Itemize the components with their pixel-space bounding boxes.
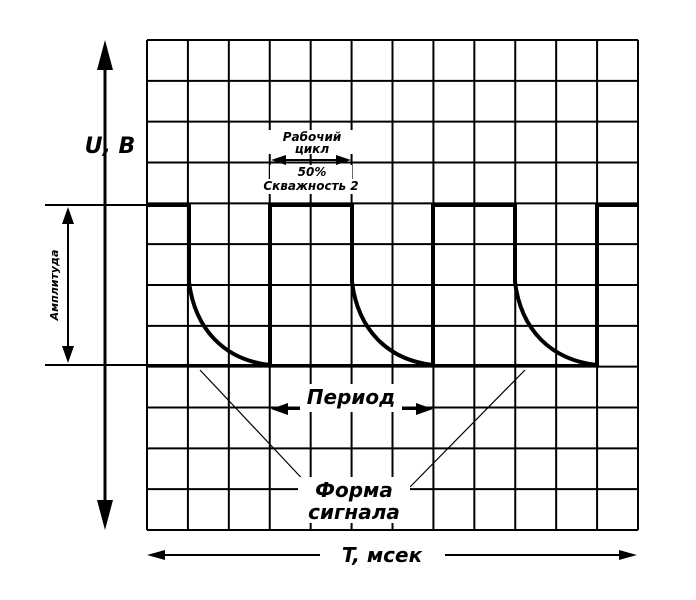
- callout-line-left: [199, 369, 311, 488]
- duty-label-bg: [266, 130, 362, 154]
- arrow-down-icon: [97, 500, 113, 530]
- amplitude-arrow: [62, 207, 74, 363]
- time-axis-label: T, мсек: [342, 543, 423, 567]
- voltage-axis-label: U, B: [85, 134, 136, 159]
- duty-cycle-label-line3: 50%: [298, 165, 327, 179]
- time-label-bg: [320, 543, 444, 569]
- arrow-left-icon: [147, 550, 165, 560]
- waveform-label-line1: Форма: [315, 478, 393, 502]
- duty-cycle-arrow: [271, 155, 351, 165]
- period-label-bg: [300, 384, 402, 412]
- duty-cycle-label-line2: цикл: [295, 142, 329, 156]
- grid: [146, 39, 639, 531]
- time-axis-arrow: [147, 550, 637, 560]
- period-label: Период: [307, 385, 396, 409]
- arrow-right-icon: [619, 550, 637, 560]
- duty-label-bg2: [270, 165, 352, 179]
- duty-cycle-label-line4: Скважность 2: [263, 179, 358, 193]
- waveform-label-line2: сигнала: [308, 500, 400, 524]
- callout-line-right: [409, 369, 526, 488]
- duty-label-bg3: [258, 179, 364, 194]
- duty-cycle-label-line1: Рабочий: [283, 130, 342, 144]
- amplitude-label: Амплитуда: [48, 250, 61, 322]
- waveform: [147, 203, 638, 368]
- waveform-label-bg: [298, 477, 410, 523]
- arrow-up-icon: [97, 40, 113, 70]
- voltage-axis-arrow: [97, 40, 113, 530]
